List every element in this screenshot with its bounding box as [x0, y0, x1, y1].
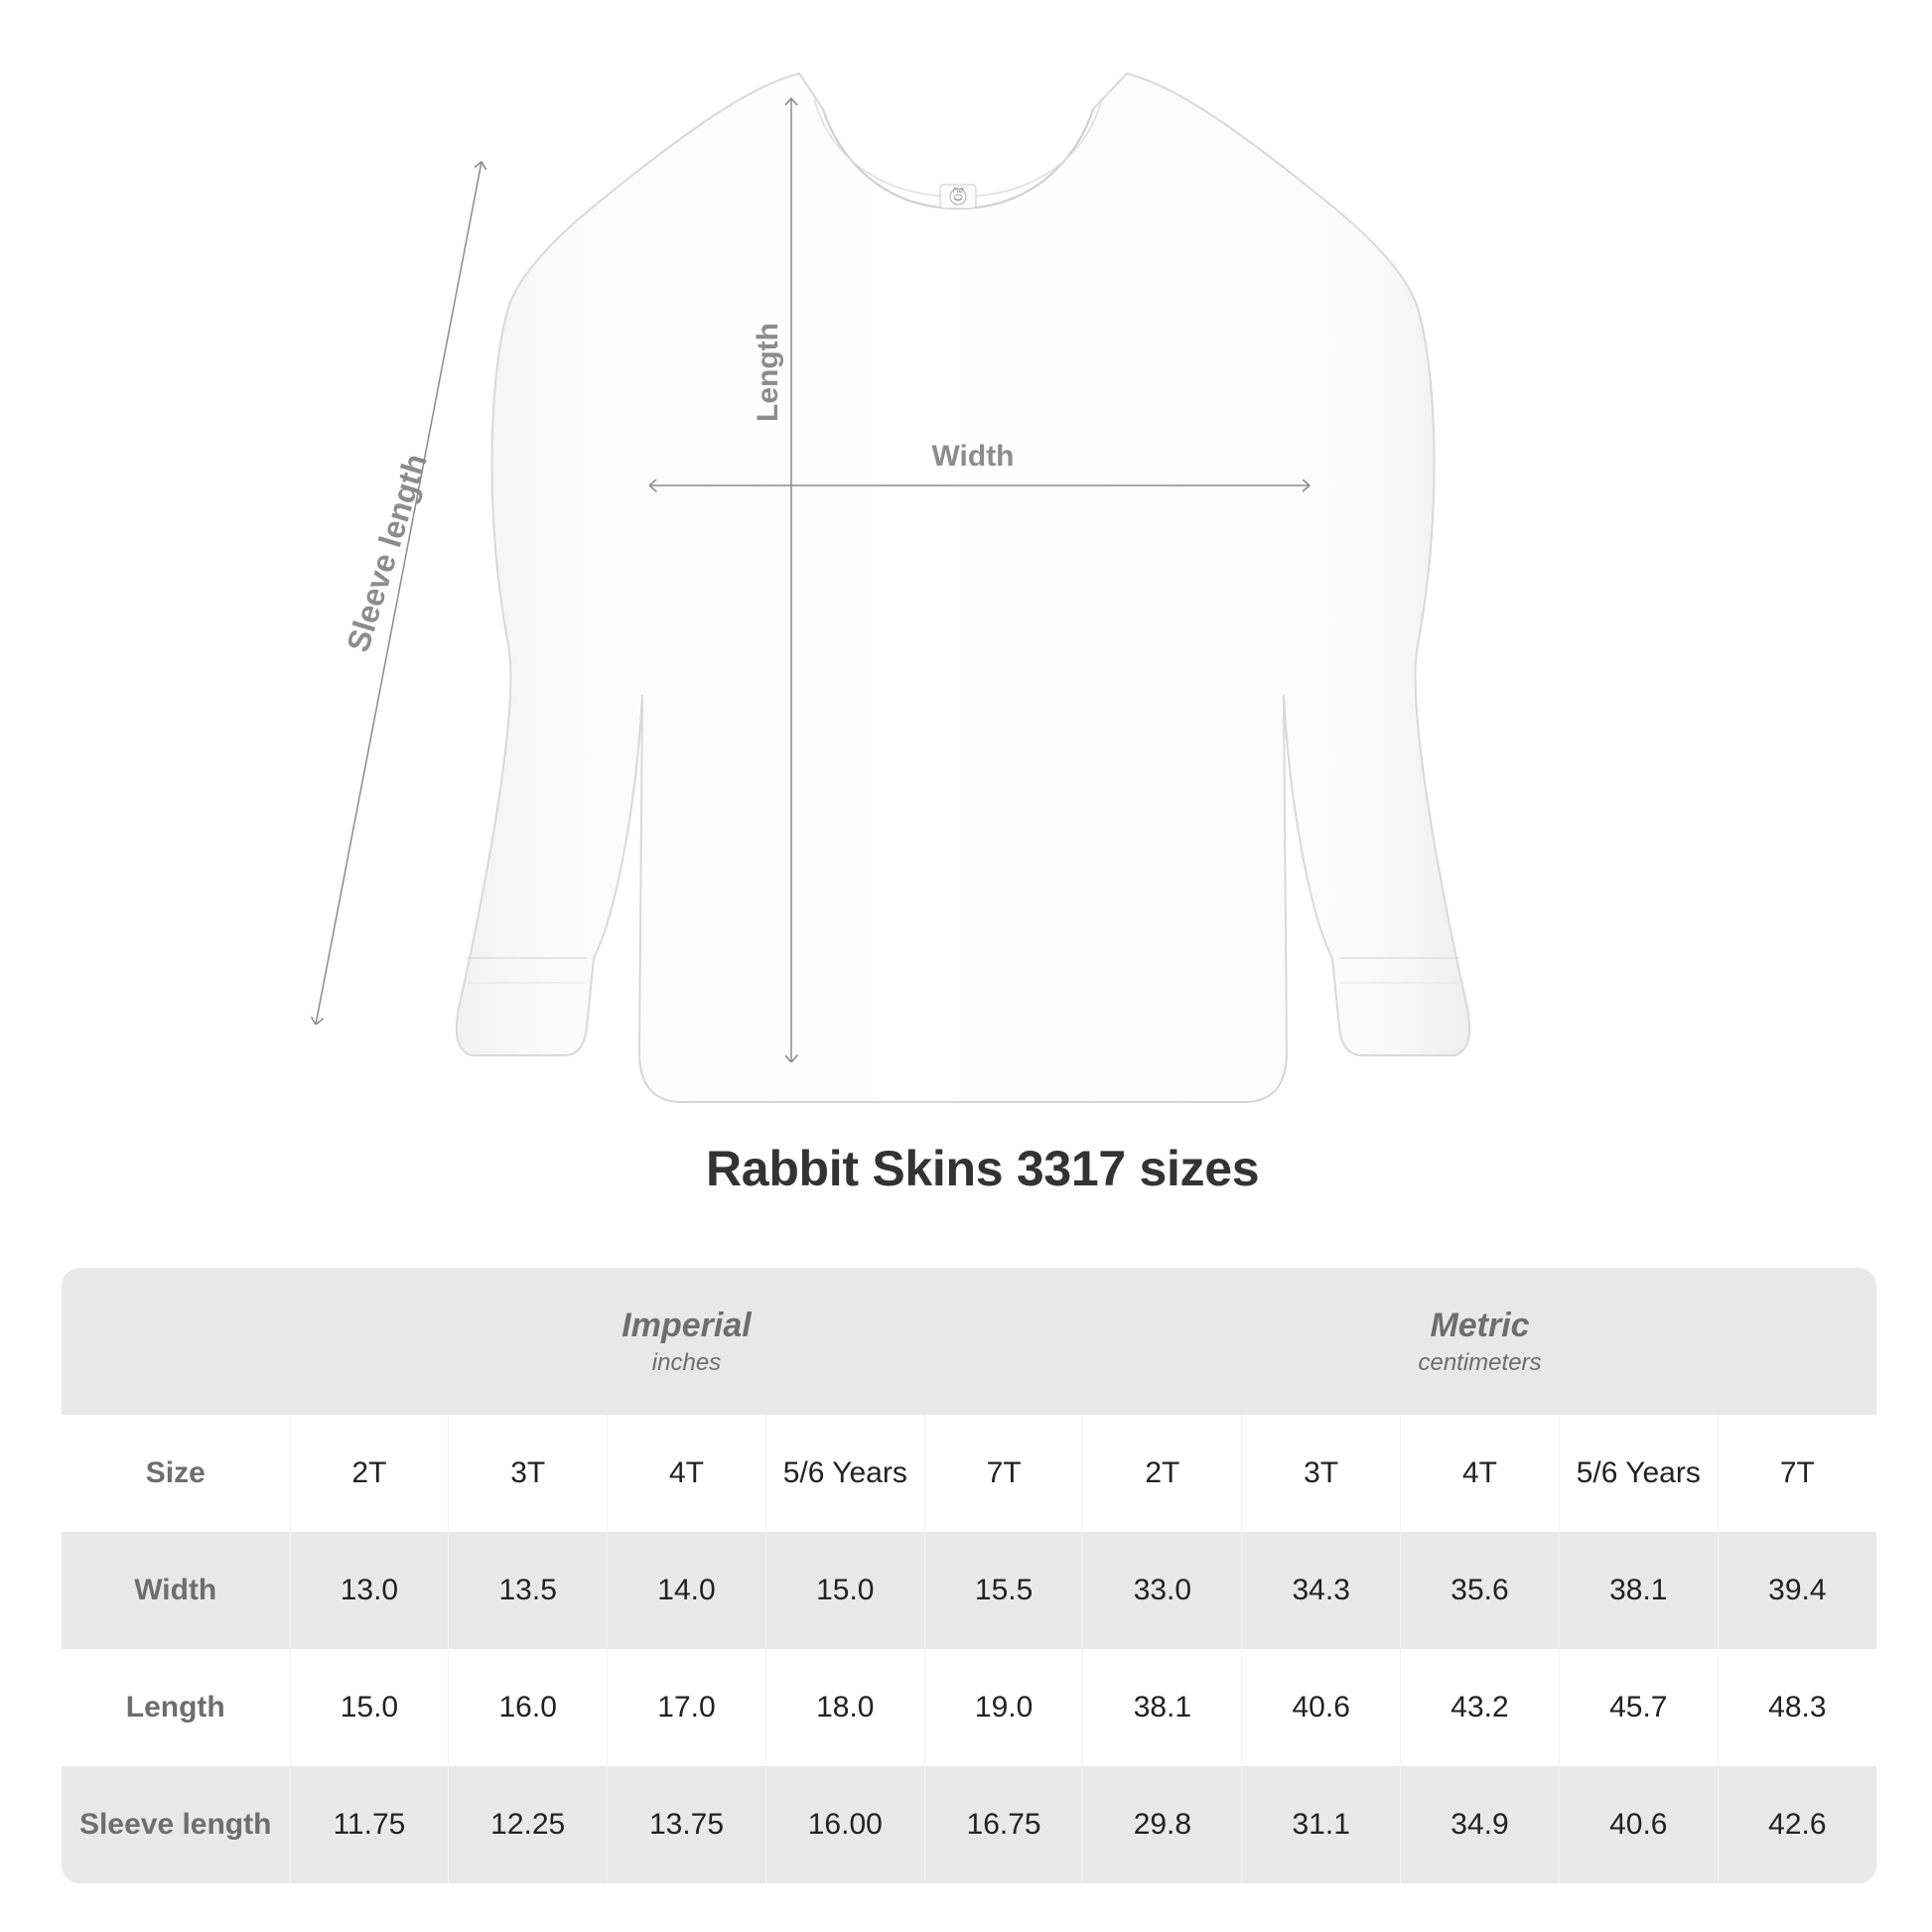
- svg-text:Sleeve length: Sleeve length: [340, 450, 434, 656]
- svg-text:Length: Length: [752, 323, 784, 422]
- svg-text:Width: Width: [931, 440, 1014, 473]
